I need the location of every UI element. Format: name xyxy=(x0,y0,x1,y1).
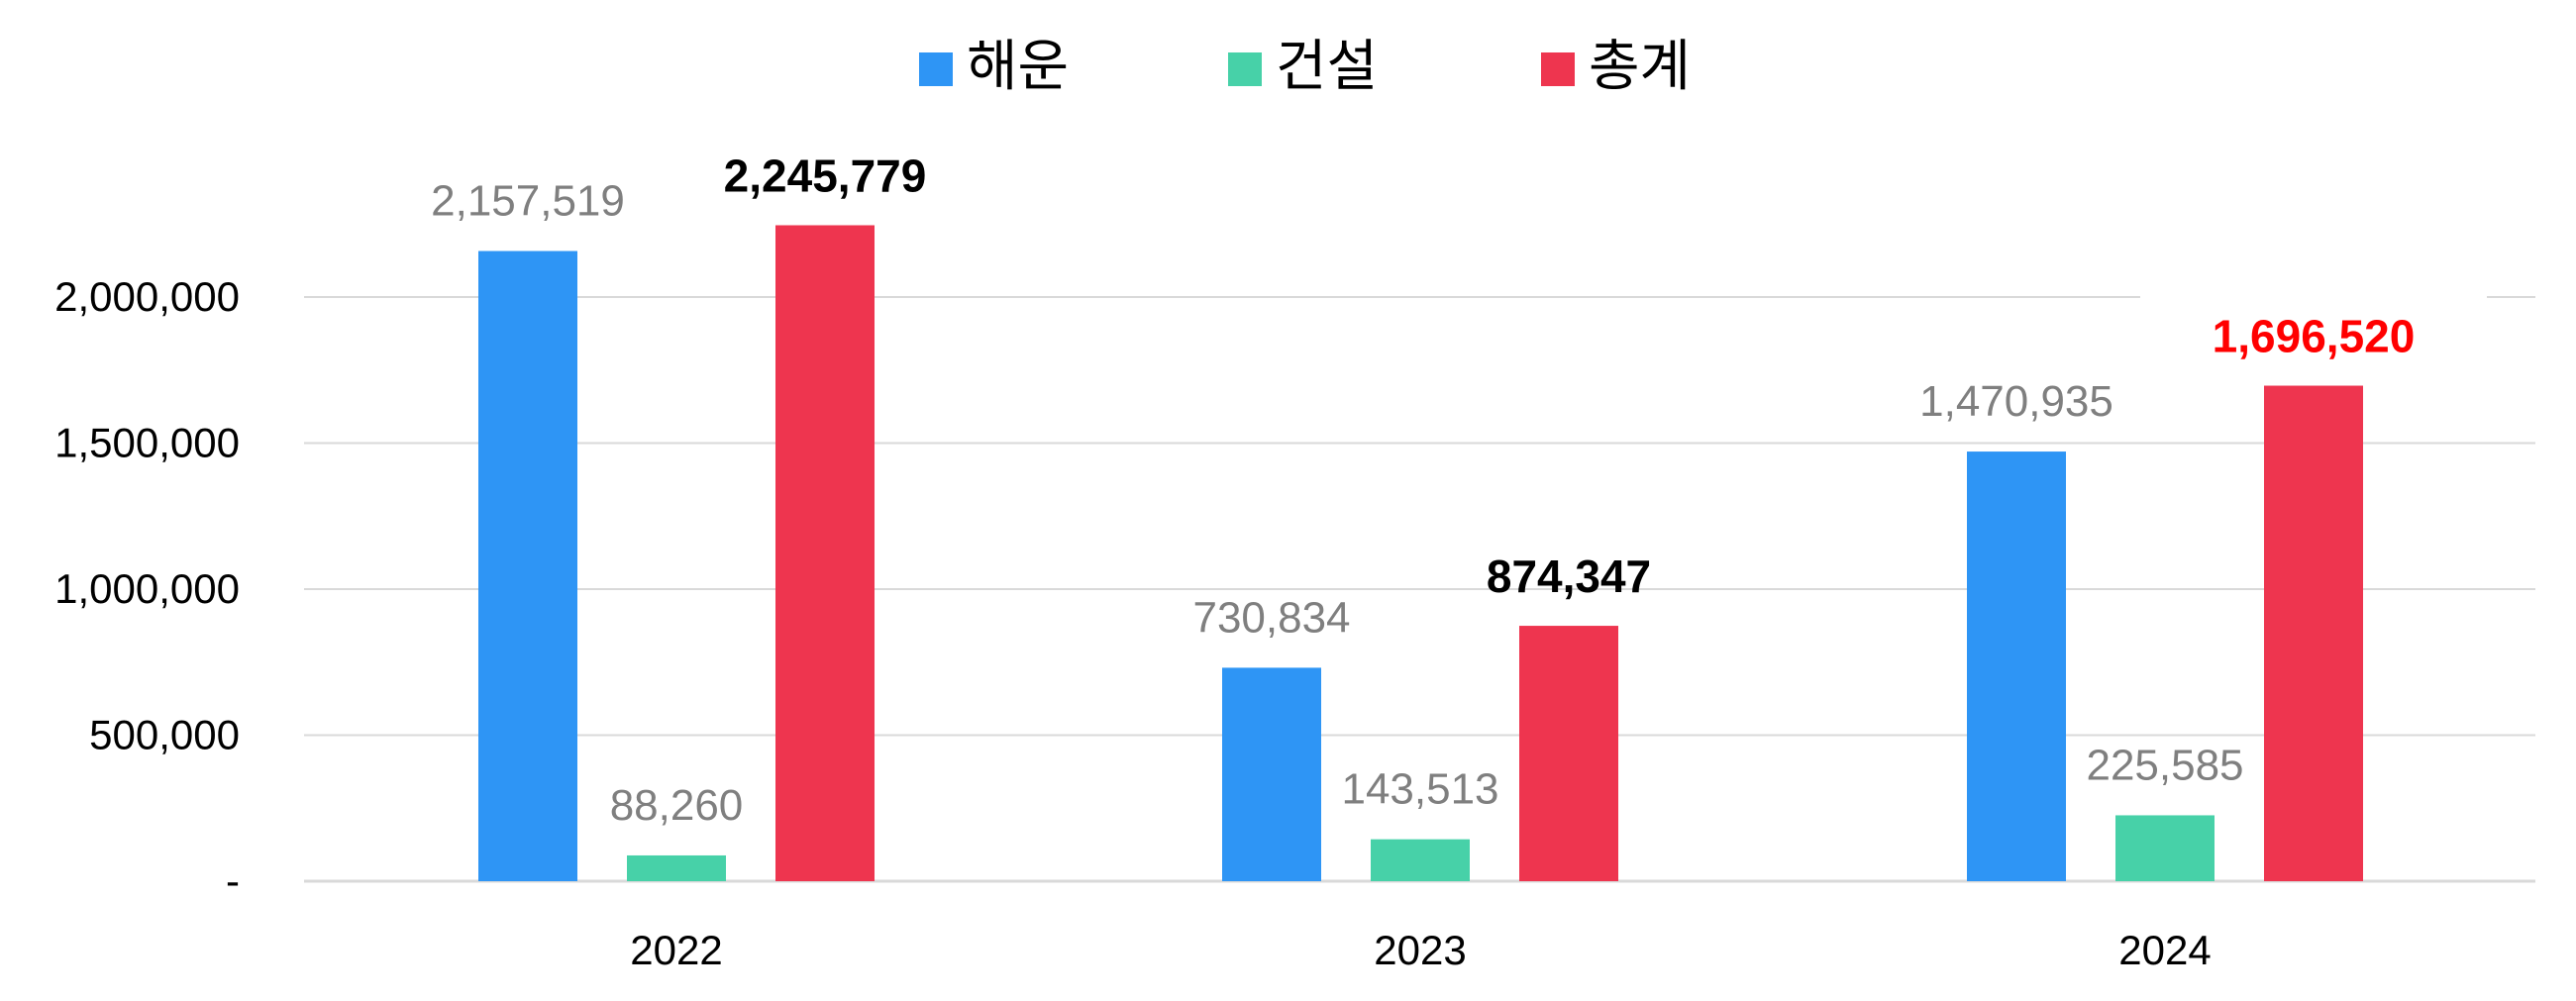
data-label-background xyxy=(2140,291,2487,363)
data-label: 143,513 xyxy=(1341,765,1498,814)
legend-label: 해운 xyxy=(967,35,1069,99)
legend-swatch xyxy=(1228,52,1262,86)
x-tick-label: 2023 xyxy=(1374,927,1466,973)
bar xyxy=(775,225,875,882)
legend-label: 건설 xyxy=(1276,35,1378,99)
data-labels: 2,157,519 730,834 1,470,935 88,260 143,513 22… xyxy=(431,150,2487,830)
bar xyxy=(2115,815,2215,881)
y-tick-label: 2,000,000 xyxy=(54,273,240,320)
bar xyxy=(1967,451,2066,881)
y-tick-label: - xyxy=(226,857,240,904)
y-tick-label: 1,000,000 xyxy=(54,565,240,612)
legend-swatch xyxy=(1541,52,1575,86)
legend-label: 총계 xyxy=(1589,35,1691,99)
data-label: 88,260 xyxy=(610,781,744,830)
bar xyxy=(627,854,726,881)
bar xyxy=(478,250,577,882)
y-tick-label: 1,500,000 xyxy=(54,420,240,466)
x-tick-label: 2024 xyxy=(2118,927,2211,973)
legend-swatch xyxy=(919,52,953,86)
bars xyxy=(478,225,2363,882)
y-axis-ticks: - 500,000 1,000,000 1,500,000 2,000,000 xyxy=(54,273,240,904)
data-label: 730,834 xyxy=(1192,593,1350,642)
data-label: 2,245,779 xyxy=(724,150,927,201)
legend: 해운 건설 총계 xyxy=(919,35,1691,99)
data-label: 874,347 xyxy=(1487,551,1651,602)
y-tick-label: 500,000 xyxy=(89,712,240,758)
data-label: 2,157,519 xyxy=(431,177,625,226)
bar xyxy=(1222,667,1321,881)
bar xyxy=(2264,385,2363,881)
x-axis-ticks: 2022 2023 2024 xyxy=(630,927,2211,973)
x-tick-label: 2022 xyxy=(630,927,722,973)
data-label: 1,696,520 xyxy=(2213,311,2416,362)
data-label: 225,585 xyxy=(2086,741,2243,789)
data-label: 1,470,935 xyxy=(1919,377,2113,426)
bar xyxy=(1519,626,1618,881)
bar xyxy=(1371,839,1470,881)
